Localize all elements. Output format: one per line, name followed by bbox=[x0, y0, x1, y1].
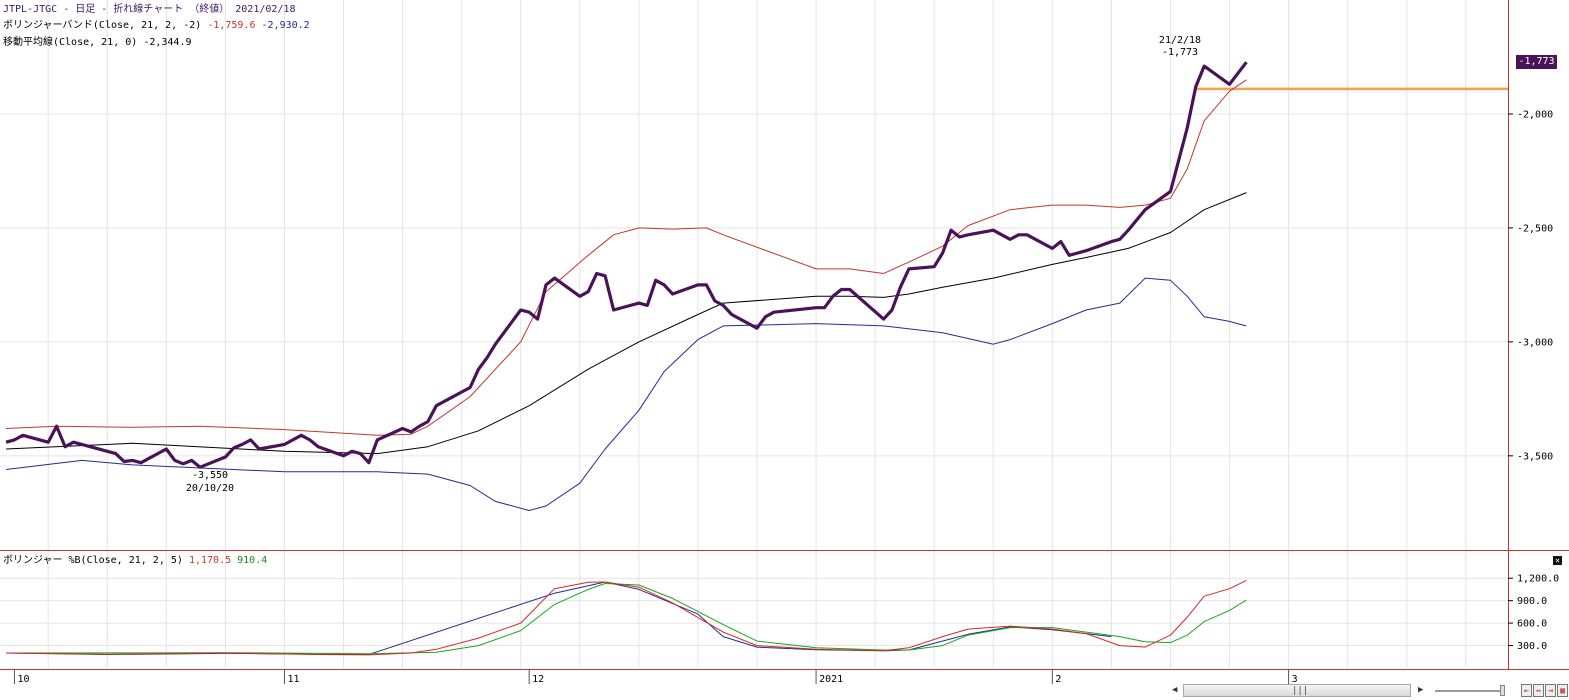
axes-layer bbox=[0, 0, 1569, 684]
tick-labels: -2,000 -2,500 -3,000 -3,500 300.0 600.0 900.0 1… bbox=[17, 109, 1559, 685]
layout-icon[interactable]: ▦ bbox=[1557, 684, 1568, 697]
legend-ma-value: -2,344.9 bbox=[143, 37, 192, 48]
scroll-left-icon[interactable]: ◀ bbox=[1172, 685, 1178, 695]
y-tick-label: -2,000 bbox=[1517, 109, 1553, 120]
fit-range-icon[interactable]: ↔ bbox=[1533, 684, 1544, 697]
y-tick-label: -2,500 bbox=[1517, 223, 1553, 234]
x-tick-label: 10 bbox=[17, 674, 29, 685]
legend-pb-label: ボリンジャー %B(Close, 21, 2, 5) bbox=[3, 555, 183, 566]
sub-series-layer bbox=[5, 579, 1247, 656]
symbol-name: JTPL-JTGC bbox=[3, 4, 58, 15]
low-value-annotation: -3,550 bbox=[192, 470, 228, 481]
series-line-ma bbox=[5, 192, 1247, 455]
y-tick-label: -3,000 bbox=[1517, 337, 1553, 348]
chart-description: - 日足 - 折れ線チャート （終値） bbox=[57, 4, 230, 15]
scroll-grip-icon[interactable]: ||| bbox=[1292, 686, 1309, 696]
y-tick-label: -3,500 bbox=[1517, 451, 1553, 462]
y-tick-label: 900.0 bbox=[1517, 596, 1547, 607]
last-value-annotation: -1,773 bbox=[1162, 47, 1198, 58]
x-tick-label: 2 bbox=[1055, 674, 1061, 685]
y-tick-label: 600.0 bbox=[1517, 619, 1547, 630]
x-tick-label: 11 bbox=[287, 674, 299, 685]
series-line-bb_upper bbox=[5, 79, 1247, 436]
x-tick-label: 2021 bbox=[819, 674, 843, 685]
panel-close-icon[interactable]: × bbox=[1553, 556, 1562, 565]
x-tick-label: 3 bbox=[1292, 674, 1298, 685]
legend-bb-lower-value: -2,930.2 bbox=[261, 20, 310, 31]
y-tick-label: 300.0 bbox=[1517, 641, 1547, 652]
sub-grid bbox=[0, 551, 1508, 668]
series-line-close bbox=[5, 61, 1248, 469]
legend-pb-value2: 910.4 bbox=[237, 555, 268, 566]
legend-bb-upper-value: -1,759.6 bbox=[207, 20, 256, 31]
zoom-slider-thumb[interactable] bbox=[1500, 685, 1505, 696]
zoom-slider-track[interactable] bbox=[1435, 690, 1505, 692]
main-series-layer bbox=[5, 61, 1508, 511]
y-tick-label: 1,200.0 bbox=[1517, 574, 1559, 585]
last-price-badge: -1,773 bbox=[1516, 55, 1557, 69]
series-line-bb_lower bbox=[5, 277, 1247, 511]
chart-date: 2021/02/18 bbox=[235, 4, 296, 15]
legend-bb-label: ボリンジャーバンド(Close, 21, 2, -2) bbox=[3, 20, 202, 31]
chart-title: JTPL-JTGC - 日足 - 折れ線チャート （終値） 2021/02/18 bbox=[3, 4, 295, 16]
jump-end-icon[interactable]: ⇥ bbox=[1545, 684, 1556, 697]
low-date-annotation: 20/10/20 bbox=[186, 483, 234, 494]
legend-bollinger-band: ボリンジャーバンド(Close, 21, 2, -2) -1,759.6 -2,… bbox=[3, 20, 310, 32]
main-grid bbox=[0, 0, 1508, 549]
scroll-right-icon[interactable]: ▶ bbox=[1418, 685, 1424, 695]
legend-moving-average: 移動平均線(Close, 21, 0) -2,344.9 bbox=[3, 37, 192, 49]
series-line-pb_blue bbox=[5, 581, 1112, 655]
series-line-pb_red bbox=[5, 579, 1247, 656]
legend-pb-value1: 1,170.5 bbox=[188, 555, 232, 566]
series-line-pb_green bbox=[5, 583, 1247, 655]
x-tick-label: 12 bbox=[532, 674, 544, 685]
horizontal-scrollbar[interactable]: ||| bbox=[1183, 684, 1411, 697]
last-date-annotation: 21/2/18 bbox=[1159, 35, 1201, 46]
legend-ma-label: 移動平均線(Close, 21, 0) bbox=[3, 37, 138, 48]
jump-start-icon[interactable]: ⇤ bbox=[1521, 684, 1532, 697]
legend-percent-b: ボリンジャー %B(Close, 21, 2, 5) 1,170.5 910.4 bbox=[3, 555, 267, 567]
